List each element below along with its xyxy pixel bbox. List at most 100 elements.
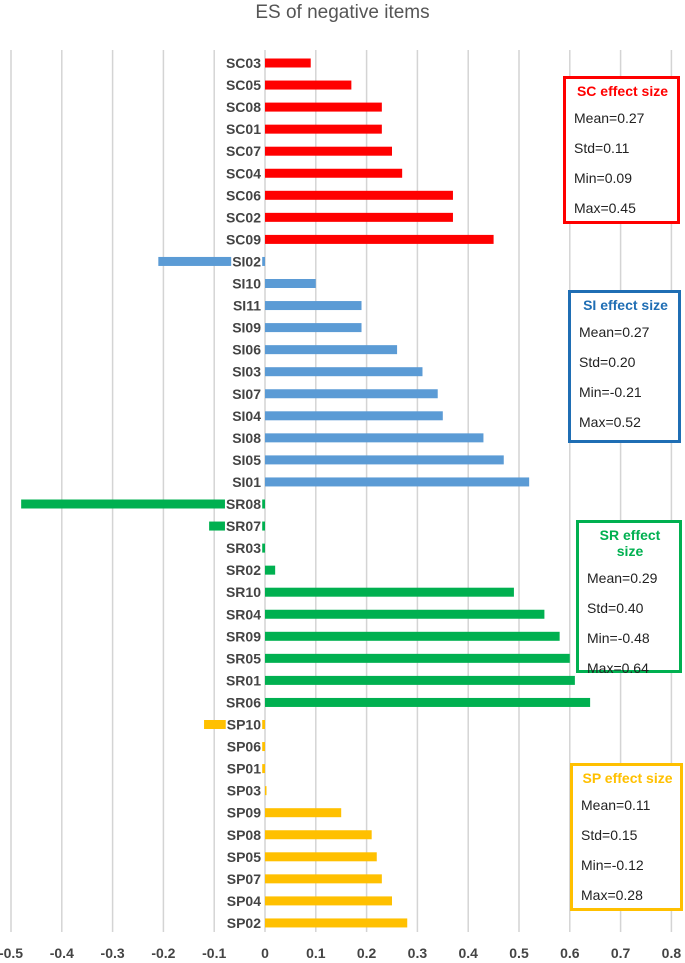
category-label: SI07 [232, 386, 261, 402]
category-label-background [225, 870, 263, 887]
category-label: SI04 [232, 408, 261, 424]
category-label: SC02 [226, 209, 261, 225]
bar-si02 [158, 256, 265, 266]
category-label-background [231, 319, 263, 336]
sp-std: Std=0.15 [581, 827, 638, 843]
sc-std: Std=0.11 [574, 140, 630, 156]
bar-sc08 [265, 102, 382, 112]
category-label: SC09 [226, 231, 261, 247]
sr-effect-size-box: SR effect size Mean=0.29 Std=0.40 Min=-0… [576, 520, 682, 676]
bar-si04 [265, 411, 443, 421]
sr-min: Min=-0.48 [587, 630, 650, 646]
x-tick-label: -0.1 [202, 945, 226, 961]
si-effect-size-box: SI effect size Mean=0.27 Std=0.20 Min=-0… [568, 290, 681, 443]
category-label-background [224, 606, 263, 623]
sc-effect-size-box: SC effect size Mean=0.27 Std=0.11 Min=0.… [563, 76, 680, 224]
category-label: SR06 [226, 694, 261, 710]
x-axis-ticks: -0.5 -0.4 -0.3 -0.2 -0.1 0 0.1 0.2 0.3 0.4 0.5 0.6 0… [0, 945, 681, 961]
category-label-background [224, 650, 263, 667]
category-label: SI01 [232, 474, 261, 490]
chart-title: ES of negative items [255, 2, 430, 23]
bar-sp04 [265, 896, 392, 906]
category-label: SC07 [226, 143, 261, 159]
x-tick-label: 0.3 [408, 945, 428, 961]
category-label-background [224, 99, 263, 116]
category-label: SR08 [226, 496, 261, 512]
x-tick-label: 0.8 [662, 945, 682, 961]
category-label-background [225, 738, 263, 755]
bar-sc04 [265, 168, 403, 178]
category-label-background [231, 473, 263, 490]
bar-sp08 [265, 830, 372, 840]
bar-sc03 [265, 58, 311, 68]
category-label: SC08 [226, 99, 261, 115]
x-tick-label: -0.4 [50, 945, 74, 961]
category-label: SI09 [232, 320, 261, 336]
category-label: SP05 [227, 849, 261, 865]
category-label: SI02 [232, 253, 261, 269]
bar-sp02 [265, 918, 408, 928]
sc-mean: Mean=0.27 [574, 110, 645, 126]
x-tick-label: 0.7 [611, 945, 631, 961]
sr-mean: Mean=0.29 [587, 570, 658, 586]
category-label-background [224, 77, 263, 94]
bar-sr08 [21, 499, 265, 509]
category-label: SR10 [226, 584, 261, 600]
category-label-background [231, 407, 263, 424]
x-tick-label: -0.3 [101, 945, 125, 961]
category-label: SI06 [232, 342, 261, 358]
category-label-background [231, 253, 263, 270]
si-min: Min=-0.21 [579, 384, 642, 400]
bar-sc07 [265, 146, 392, 156]
sp-mean: Mean=0.11 [581, 797, 651, 813]
category-label: SP01 [227, 761, 261, 777]
category-label-background [224, 694, 263, 711]
category-label-background [224, 672, 263, 689]
category-label-background [224, 143, 263, 160]
bar-sc05 [265, 80, 352, 90]
category-label-background [224, 231, 263, 248]
bar-sc09 [265, 234, 494, 244]
category-label: SR05 [226, 650, 261, 666]
category-label: SC03 [226, 55, 261, 71]
category-label: SP07 [227, 871, 261, 887]
category-label: SP03 [227, 783, 261, 799]
x-tick-label: -0.2 [151, 945, 175, 961]
category-label-background [225, 826, 263, 843]
bar-si08 [265, 433, 484, 443]
sp-max: Max=0.28 [581, 887, 643, 903]
category-label-background [224, 496, 263, 512]
category-label-background [231, 275, 263, 292]
category-label: SP08 [227, 827, 261, 843]
bar-sc06 [265, 190, 453, 200]
category-label-background [231, 341, 263, 358]
category-label: SI03 [232, 364, 261, 380]
sp-box-title: SP effect size [582, 770, 673, 786]
category-label-background [224, 209, 263, 226]
category-label: SP09 [227, 805, 261, 821]
category-label: SR04 [226, 606, 261, 622]
category-label: SI10 [232, 276, 261, 292]
category-label-background [224, 584, 263, 601]
bar-si01 [265, 477, 530, 487]
category-label-background [231, 429, 263, 446]
bar-si07 [265, 389, 438, 399]
bar-si06 [265, 345, 398, 355]
sr-std: Std=0.40 [587, 600, 644, 616]
bar-si11 [265, 301, 362, 311]
category-label: SI05 [232, 452, 261, 468]
category-label-background [224, 187, 263, 204]
bar-sc02 [265, 212, 453, 222]
category-label: SR09 [226, 628, 261, 644]
bars [21, 58, 591, 928]
category-label-background [224, 165, 263, 182]
category-label-background [231, 363, 263, 380]
sc-min: Min=0.09 [574, 170, 632, 186]
category-labels: SC03 SC05 SC08 SC01 SC07 SC04 SC06 SC02 SC09 SI02… [224, 55, 263, 931]
bar-sc01 [265, 124, 382, 134]
sp-min: Min=-0.12 [581, 857, 644, 873]
category-label-background [225, 914, 263, 931]
category-label-background [224, 540, 263, 557]
category-label-background [224, 628, 263, 645]
